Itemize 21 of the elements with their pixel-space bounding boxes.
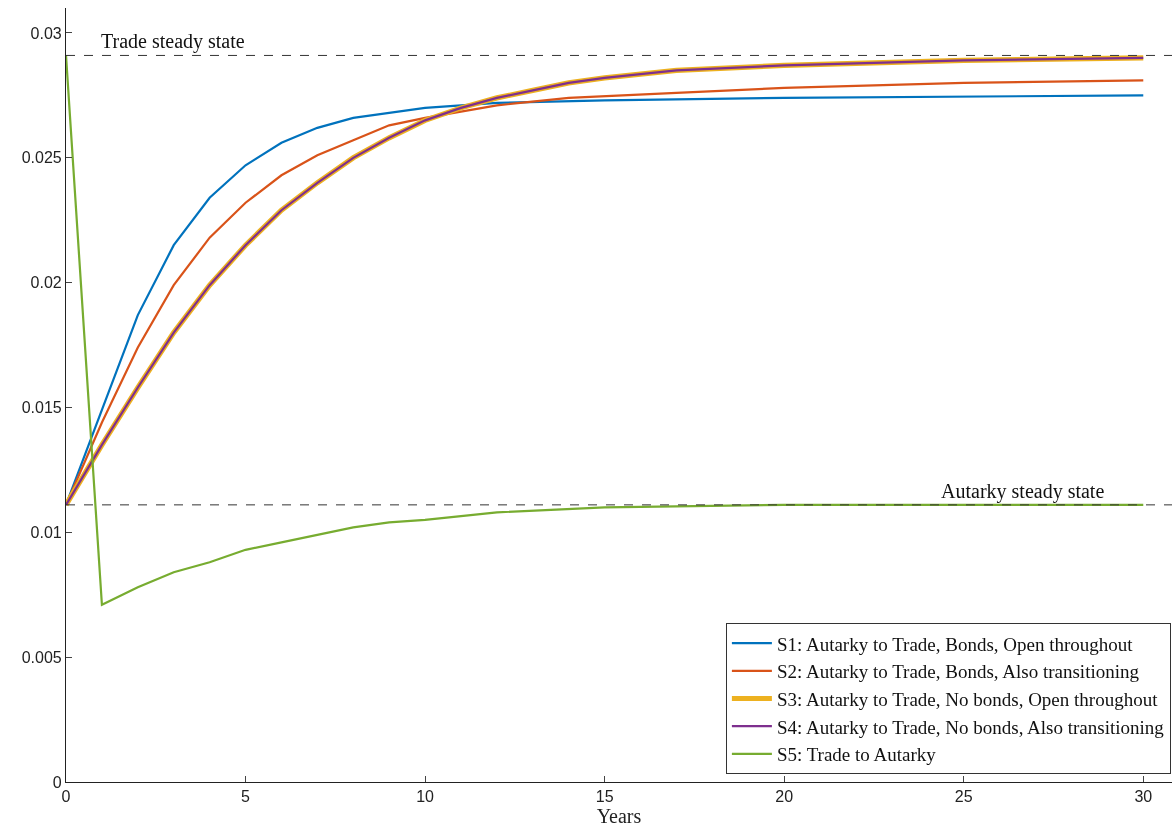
y-tick-label: 0.025 (21, 149, 62, 167)
x-tick-label: 15 (595, 788, 614, 806)
x-tick-label: 30 (1134, 788, 1153, 806)
x-axis-title: Years (596, 805, 642, 828)
y-tick-label: 0.01 (30, 523, 62, 541)
ref-line-label: Autarky steady state (941, 480, 1105, 503)
y-tick-label: 0.02 (30, 274, 62, 292)
x-tick-label: 5 (241, 788, 251, 806)
y-tick-label: 0.005 (21, 648, 62, 666)
legend-label: S3: Autarky to Trade, No bonds, Open throughout (776, 688, 1159, 710)
ref-line-label: Trade steady state (101, 30, 245, 53)
x-tick-label: 10 (416, 788, 435, 806)
y-tick-label: 0.015 (21, 399, 62, 417)
legend-label: S4: Autarky to Trade, No bonds, Also transitioning (776, 716, 1165, 738)
x-tick-label: 20 (775, 788, 794, 806)
legend-label: S5: Trade to Autarky (776, 744, 937, 766)
x-tick-label: 25 (954, 788, 973, 806)
y-tick-label: 0 (52, 773, 62, 791)
legend-label: S2: Autarky to Trade, Bonds, Also transitioning (776, 661, 1140, 683)
legend-label: S1: Autarky to Trade, Bonds, Open throughout (776, 633, 1134, 655)
y-tick-label: 0.03 (30, 24, 62, 42)
